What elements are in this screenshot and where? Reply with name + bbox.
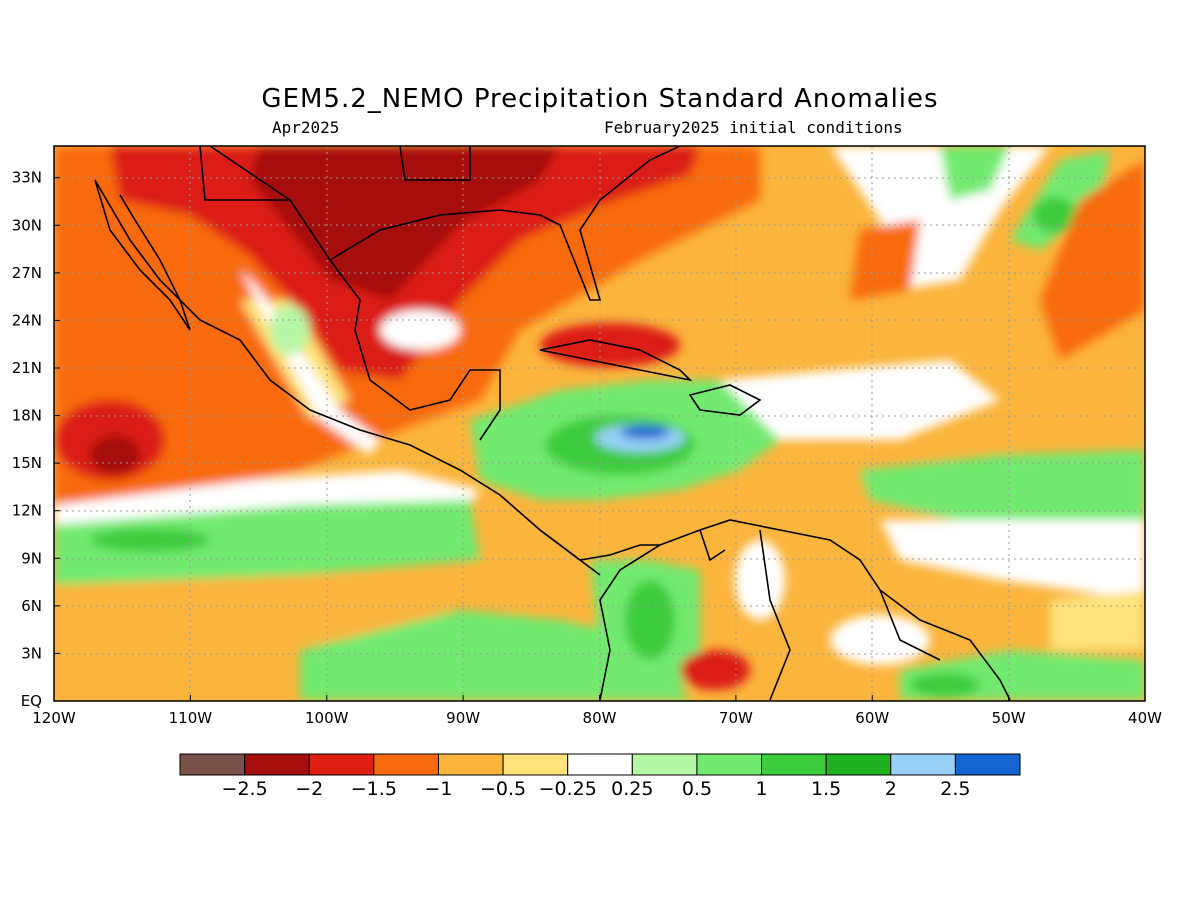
coastlines	[94, 146, 1011, 701]
colorbar-label: −1	[424, 778, 452, 800]
colorbar: −2.5 −2 −1.5 −1 −0.5 −0.25 0.25 0.5 1 1.5 2 2.5	[179, 753, 1021, 800]
lon-tick-label: 70W	[719, 709, 753, 727]
lat-tick-label: 15N	[12, 454, 42, 472]
colorbar-label: −1.5	[351, 778, 397, 800]
colorbar-label: −0.25	[539, 778, 597, 800]
lat-tick-label: 21N	[12, 359, 42, 377]
latitude-labels: EQ 3N 6N 9N 12N 15N 18N 21N 24N 27N 30N 33N	[12, 169, 42, 710]
colorbar-swatch	[567, 753, 633, 776]
colorbar-swatch	[437, 753, 504, 776]
colorbar-swatch	[890, 753, 956, 776]
colorbar-swatch	[308, 753, 375, 776]
lat-tick-label: 27N	[12, 264, 42, 282]
colorbar-label: 2	[885, 778, 897, 800]
colorbar-label: 0.5	[682, 778, 712, 800]
anomaly-field	[54, 146, 1145, 701]
map-title: GEM5.2_NEMO Precipitation Standard Anoma…	[261, 84, 939, 114]
lat-tick-label: 9N	[21, 549, 42, 567]
lat-tick-label: 30N	[12, 216, 42, 234]
colorbar-label: 1.5	[811, 778, 841, 800]
colorbar-label: 1	[755, 778, 767, 800]
initial-conditions: February2025 initial conditions	[604, 118, 903, 137]
lat-tick-label: 33N	[12, 169, 42, 187]
lat-tick-label: 24N	[12, 311, 42, 329]
colorbar-swatch	[373, 753, 439, 776]
colorbar-swatch	[954, 753, 1021, 776]
lat-tick-label: 6N	[21, 597, 42, 615]
longitude-labels: 120W 110W 100W 90W 80W 70W 60W 50W 40W	[32, 709, 1162, 727]
forecast-period: Apr2025	[272, 118, 340, 137]
colorbar-label: 0.25	[611, 778, 653, 800]
colorbar-label: −2	[295, 778, 323, 800]
lat-tick-label: 18N	[12, 407, 42, 425]
colorbar-label: 2.5	[940, 778, 970, 800]
lon-tick-label: 80W	[583, 709, 617, 727]
colorbar-swatch	[696, 753, 763, 776]
lon-tick-label: 120W	[32, 709, 76, 727]
lon-tick-label: 40W	[1128, 709, 1162, 727]
lon-tick-label: 60W	[855, 709, 889, 727]
colorbar-swatch	[502, 753, 569, 776]
lon-tick-label: 100W	[305, 709, 349, 727]
lon-tick-label: 90W	[446, 709, 480, 727]
lon-tick-label: 50W	[992, 709, 1026, 727]
colorbar-swatch	[179, 753, 246, 776]
colorbar-swatch	[631, 753, 698, 776]
lon-tick-label: 110W	[169, 709, 213, 727]
colorbar-swatch	[761, 753, 827, 776]
lat-tick-label: 3N	[21, 644, 42, 662]
lat-tick-label: 12N	[12, 502, 42, 520]
colorbar-swatch	[244, 753, 310, 776]
colorbar-label: −2.5	[222, 778, 268, 800]
graticule	[54, 146, 1145, 701]
colorbar-label: −0.5	[480, 778, 526, 800]
lat-tick-label: EQ	[21, 692, 42, 710]
colorbar-swatch	[825, 753, 892, 776]
